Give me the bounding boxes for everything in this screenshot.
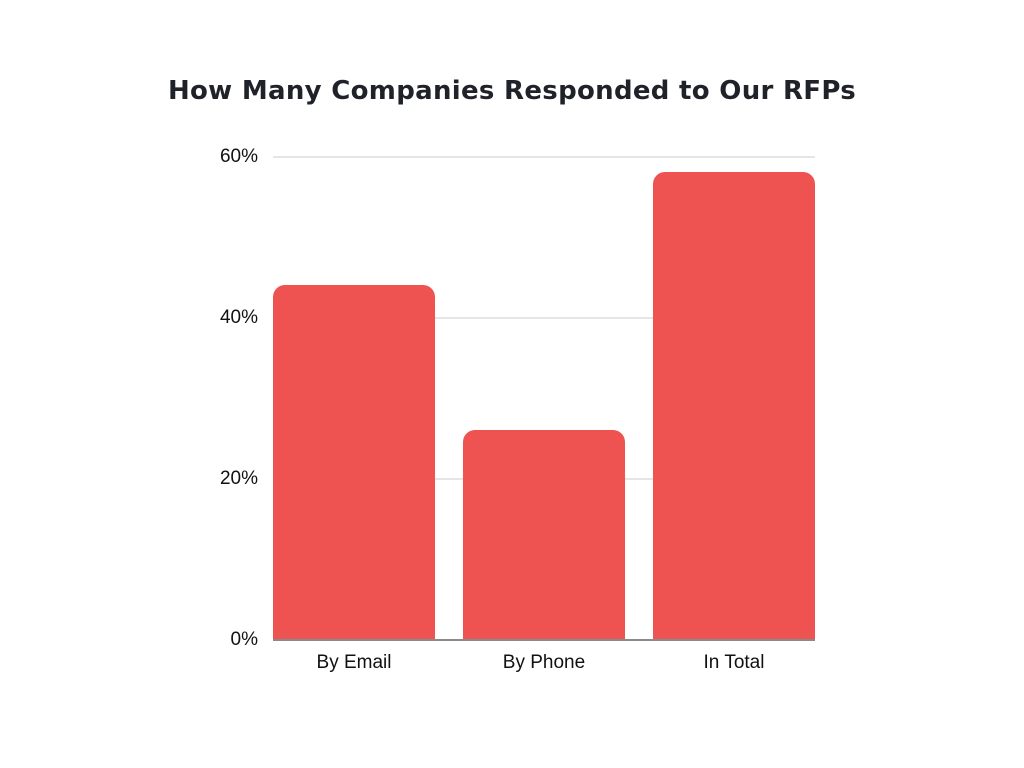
bar-by-email: [273, 284, 435, 639]
y-axis-tick-label: 40%: [219, 307, 258, 328]
x-axis-line: [273, 639, 815, 641]
x-axis-category-label: By Email: [316, 652, 392, 673]
x-axis-category-label: In Total: [703, 652, 765, 673]
y-axis-tick-label: 0%: [230, 629, 258, 650]
gridline-40: [273, 317, 815, 319]
gridline-60: [273, 156, 815, 158]
y-axis-tick-label: 20%: [219, 468, 258, 489]
bar-by-phone: [463, 429, 625, 639]
plot-area: 0% 20% 40% 60% By Email By Phone In Total: [220, 146, 815, 673]
bar-in-total: [653, 172, 815, 639]
y-axis-tick-label: 60%: [219, 146, 258, 167]
chart-title: How Many Companies Responded to Our RFPs: [167, 76, 857, 106]
x-axis-category-label: By Phone: [502, 652, 586, 673]
